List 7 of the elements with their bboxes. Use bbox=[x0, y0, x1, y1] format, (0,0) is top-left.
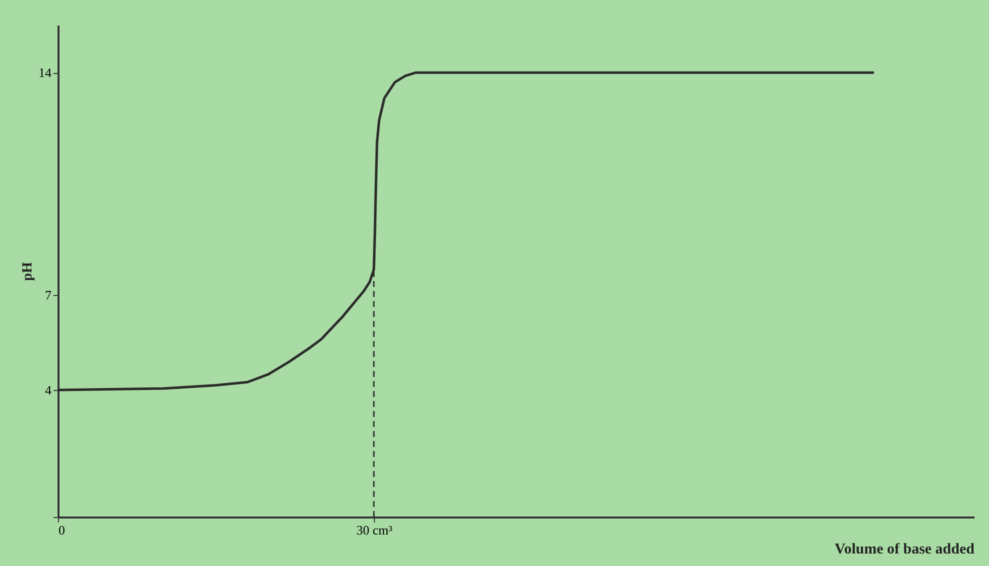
y-axis-title: pH bbox=[20, 262, 36, 281]
y-tick-label: 7 bbox=[45, 287, 52, 302]
y-tick-label: 4 bbox=[45, 382, 52, 398]
y-tick-label: 14 bbox=[38, 65, 52, 80]
x-axis-title: Volume of base added bbox=[834, 542, 976, 558]
x-tick-label: 30 cm³ bbox=[356, 522, 392, 538]
x-tick-label: 0 bbox=[58, 522, 65, 538]
